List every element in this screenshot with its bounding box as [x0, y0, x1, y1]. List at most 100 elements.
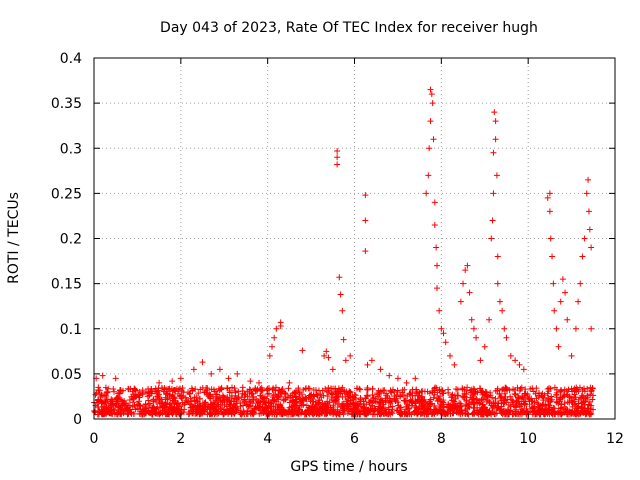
data-point: [371, 405, 378, 412]
data-point: [301, 411, 308, 418]
data-point: [402, 397, 409, 404]
data-point: [428, 91, 435, 98]
data-point: [511, 390, 518, 397]
data-point: [224, 398, 231, 405]
data-point: [143, 388, 150, 395]
data-point: [239, 384, 246, 391]
x-tick-label: 2: [176, 431, 185, 447]
data-point: [519, 393, 526, 400]
data-point: [125, 386, 132, 393]
data-point: [275, 401, 282, 408]
data-point: [440, 399, 447, 406]
data-point: [99, 392, 106, 399]
data-point: [208, 370, 215, 377]
data-point: [344, 403, 351, 410]
data-point: [270, 397, 277, 404]
data-point: [376, 403, 383, 410]
data-point: [586, 226, 593, 233]
data-point: [457, 400, 464, 407]
data-point: [507, 352, 514, 359]
data-point: [339, 393, 346, 400]
data-point: [261, 394, 268, 401]
data-point: [325, 354, 332, 361]
data-point: [590, 406, 597, 413]
data-point: [498, 410, 505, 417]
data-point: [315, 400, 322, 407]
data-point: [195, 390, 202, 397]
data-point: [512, 357, 519, 364]
x-tick-label: 10: [519, 431, 537, 447]
data-point: [325, 404, 332, 411]
data-point: [447, 402, 454, 409]
data-point: [299, 397, 306, 404]
data-point: [155, 385, 162, 392]
data-point: [409, 399, 416, 406]
data-point: [296, 389, 303, 396]
data-point: [235, 395, 242, 402]
data-point: [445, 389, 452, 396]
data-point: [520, 366, 527, 373]
data-point: [468, 316, 475, 323]
data-point: [588, 402, 595, 409]
data-point: [281, 410, 288, 417]
data-point: [119, 401, 126, 408]
data-point: [423, 190, 430, 197]
data-point: [378, 389, 385, 396]
data-point: [305, 385, 312, 392]
data-point: [521, 400, 528, 407]
data-point-band: [91, 384, 597, 418]
data-point: [310, 392, 317, 399]
data-point: [267, 407, 274, 414]
data-point: [466, 400, 473, 407]
data-point: [281, 390, 288, 397]
data-point: [303, 402, 310, 409]
data-point: [510, 401, 517, 408]
data-point: [300, 386, 307, 393]
data-point: [199, 359, 206, 366]
data-point: [545, 396, 552, 403]
data-point: [282, 391, 289, 398]
y-axis-label: ROTI / TECUs: [6, 192, 22, 284]
data-point: [136, 388, 143, 395]
data-point: [96, 387, 103, 394]
data-point: [530, 405, 537, 412]
data-point: [257, 392, 264, 399]
data-point: [265, 402, 272, 409]
data-point: [433, 262, 440, 269]
data-point: [115, 393, 122, 400]
data-point: [225, 375, 232, 382]
data-point: [285, 408, 292, 415]
data-point: [271, 334, 278, 341]
data-point: [415, 392, 422, 399]
data-point: [536, 411, 543, 418]
data-point: [368, 357, 375, 364]
x-tick-label: 0: [90, 431, 99, 447]
data-point: [437, 393, 444, 400]
data-point: [299, 398, 306, 405]
data-point: [341, 389, 348, 396]
data-point: [434, 395, 441, 402]
data-point: [575, 298, 582, 305]
data-point: [334, 401, 341, 408]
data-point: [196, 395, 203, 402]
data-point: [135, 392, 142, 399]
data-point: [415, 405, 422, 412]
data-point: [535, 390, 542, 397]
data-point: [202, 389, 209, 396]
data-point: [196, 411, 203, 418]
data-point: [451, 361, 458, 368]
data-point: [114, 396, 121, 403]
data-point: [176, 402, 183, 409]
data-point: [493, 172, 500, 179]
y-tick-label: 0.05: [51, 367, 82, 383]
data-point: [490, 149, 497, 156]
data-point: [107, 402, 114, 409]
data-point: [583, 190, 590, 197]
data-point: [263, 410, 270, 417]
data-point: [499, 411, 506, 418]
data-point: [360, 398, 367, 405]
data-point: [235, 388, 242, 395]
data-point: [577, 280, 584, 287]
data-point: [444, 410, 451, 417]
data-point: [547, 235, 554, 242]
